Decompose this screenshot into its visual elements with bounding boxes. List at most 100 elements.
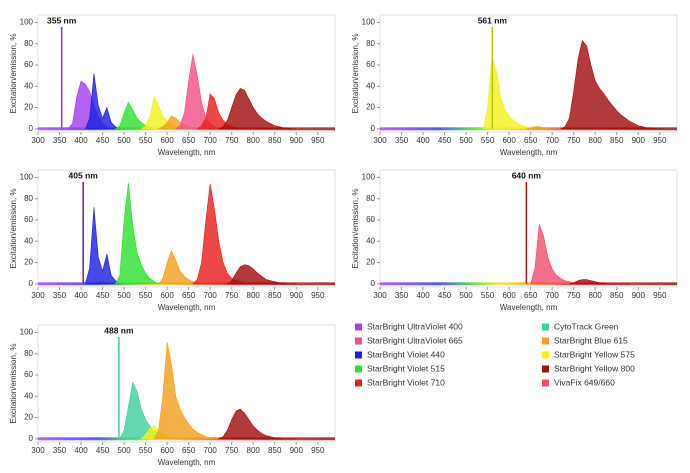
x-tick-label: 950 bbox=[653, 291, 667, 300]
y-tick-label: 60 bbox=[366, 60, 375, 69]
spectrum-area bbox=[526, 126, 548, 130]
x-tick-label: 750 bbox=[567, 291, 581, 300]
y-tick-label: 60 bbox=[366, 215, 375, 224]
x-tick-label: 600 bbox=[160, 291, 174, 300]
x-tick-label: 750 bbox=[225, 136, 239, 145]
x-tick-label: 650 bbox=[182, 446, 196, 455]
legend-swatch bbox=[542, 323, 549, 331]
baseline-strip bbox=[380, 282, 677, 286]
legend-swatch bbox=[355, 365, 362, 373]
x-tick-label: 550 bbox=[139, 136, 153, 145]
y-tick-label: 100 bbox=[362, 173, 376, 182]
legend-label: StarBright UltraViolet 400 bbox=[367, 321, 463, 331]
y-tick-label: 40 bbox=[366, 81, 375, 90]
y-tick-label: 100 bbox=[20, 173, 34, 182]
y-tick-label: 0 bbox=[29, 434, 34, 443]
x-tick-label: 800 bbox=[589, 136, 603, 145]
y-tick-label: 60 bbox=[24, 60, 33, 69]
y-tick-label: 20 bbox=[366, 258, 375, 267]
legend-swatch bbox=[542, 351, 549, 359]
y-tick-label: 60 bbox=[24, 370, 33, 379]
spectrum-area bbox=[153, 341, 219, 440]
x-tick-label: 300 bbox=[373, 136, 387, 145]
x-tick-label: 900 bbox=[290, 136, 304, 145]
legend-swatch bbox=[542, 365, 549, 373]
x-tick-label: 500 bbox=[117, 291, 131, 300]
legend-label: StarBright Yellow 575 bbox=[554, 349, 635, 359]
x-tick-label: 850 bbox=[268, 136, 282, 145]
y-tick-label: 100 bbox=[362, 18, 376, 27]
x-tick-label: 400 bbox=[74, 136, 88, 145]
legend-label: StarBright Violet 440 bbox=[367, 349, 445, 359]
spectrum-area bbox=[569, 279, 630, 285]
x-tick-label: 300 bbox=[373, 291, 387, 300]
chart-panel: 0 20 40 60 80 100 300 350 400 450 500 550 600 650 700 7… bbox=[9, 14, 336, 157]
x-tick-label: 650 bbox=[524, 291, 538, 300]
x-tick-label: 500 bbox=[459, 291, 473, 300]
laser-label: 561 nm bbox=[478, 15, 508, 25]
y-tick-label: 40 bbox=[366, 236, 375, 245]
x-tick-label: 700 bbox=[545, 136, 559, 145]
x-tick-label: 550 bbox=[139, 446, 153, 455]
x-tick-label: 850 bbox=[268, 291, 282, 300]
x-tick-label: 400 bbox=[74, 291, 88, 300]
laser-label: 640 nm bbox=[512, 170, 542, 180]
y-tick-label: 40 bbox=[24, 236, 33, 245]
x-tick-label: 850 bbox=[610, 291, 624, 300]
laser-label: 405 nm bbox=[69, 170, 99, 180]
spectrum-area bbox=[218, 408, 297, 440]
x-tick-label: 450 bbox=[438, 291, 452, 300]
x-tick-label: 900 bbox=[290, 291, 304, 300]
x-axis-title: Wavelength, nm bbox=[500, 148, 558, 157]
x-tick-label: 800 bbox=[589, 291, 603, 300]
x-tick-label: 800 bbox=[247, 446, 261, 455]
x-tick-label: 650 bbox=[524, 136, 538, 145]
legend-swatch bbox=[355, 379, 362, 387]
y-tick-label: 60 bbox=[24, 215, 33, 224]
x-tick-label: 500 bbox=[459, 136, 473, 145]
x-tick-label: 900 bbox=[632, 136, 646, 145]
x-tick-label: 400 bbox=[74, 446, 88, 455]
y-tick-label: 20 bbox=[24, 413, 33, 422]
y-tick-label: 100 bbox=[20, 328, 34, 337]
y-axis-title: Excitation/emission, % bbox=[9, 188, 18, 268]
x-tick-label: 450 bbox=[96, 446, 110, 455]
laser-label: 355 nm bbox=[47, 15, 77, 25]
x-tick-label: 750 bbox=[225, 291, 239, 300]
x-tick-label: 350 bbox=[53, 446, 67, 455]
legend-label: StarBright Blue 615 bbox=[554, 335, 628, 345]
legend: StarBright UltraViolet 400 StarBright Ult… bbox=[355, 321, 635, 387]
x-tick-label: 400 bbox=[416, 136, 430, 145]
y-axis-title: Excitation/emission, % bbox=[9, 33, 18, 113]
spectrum-area bbox=[560, 39, 665, 130]
plot-area bbox=[37, 169, 336, 288]
y-axis-title: Excitation/emission, % bbox=[351, 33, 360, 113]
x-tick-label: 800 bbox=[247, 136, 261, 145]
x-tick-label: 600 bbox=[160, 136, 174, 145]
plot-area bbox=[379, 14, 678, 133]
y-tick-label: 100 bbox=[20, 18, 34, 27]
x-tick-label: 650 bbox=[182, 136, 196, 145]
legend-label: VivaFix 649/660 bbox=[554, 377, 615, 387]
legend-swatch bbox=[542, 337, 549, 345]
y-tick-label: 0 bbox=[371, 124, 376, 133]
x-tick-label: 450 bbox=[96, 291, 110, 300]
y-tick-label: 40 bbox=[24, 81, 33, 90]
x-tick-label: 500 bbox=[117, 446, 131, 455]
legend-swatch bbox=[355, 323, 362, 331]
y-tick-label: 20 bbox=[24, 258, 33, 267]
x-tick-label: 450 bbox=[96, 136, 110, 145]
plot-area bbox=[379, 169, 678, 288]
x-tick-label: 950 bbox=[311, 446, 325, 455]
x-tick-label: 650 bbox=[182, 291, 196, 300]
y-tick-label: 40 bbox=[24, 391, 33, 400]
x-tick-label: 700 bbox=[203, 291, 217, 300]
x-axis-title: Wavelength, nm bbox=[500, 303, 558, 312]
x-tick-label: 350 bbox=[53, 136, 67, 145]
x-tick-label: 850 bbox=[268, 446, 282, 455]
x-tick-label: 350 bbox=[53, 291, 67, 300]
x-tick-label: 300 bbox=[31, 446, 45, 455]
x-tick-label: 950 bbox=[311, 291, 325, 300]
x-tick-label: 750 bbox=[567, 136, 581, 145]
